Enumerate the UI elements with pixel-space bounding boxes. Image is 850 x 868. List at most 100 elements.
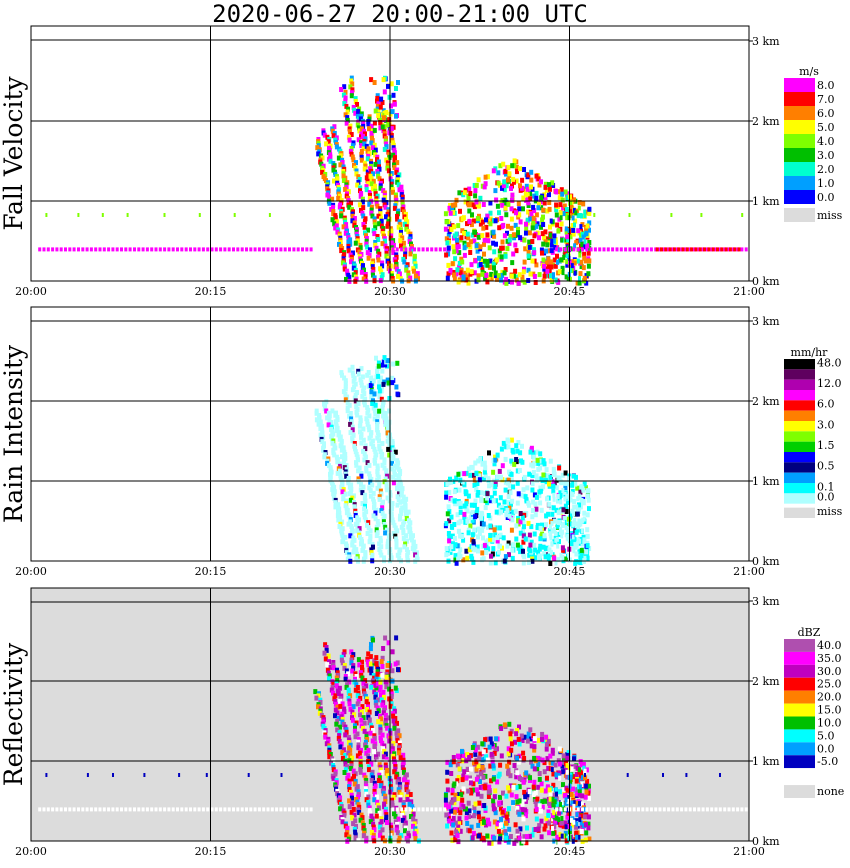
echo-cell — [570, 268, 574, 274]
echo-cell — [507, 171, 512, 177]
echo-cell — [338, 806, 343, 812]
echo-cell — [401, 800, 406, 805]
echo-cell — [536, 826, 541, 832]
echo-cell — [535, 766, 540, 772]
echo-cell — [359, 717, 364, 723]
echo-cell — [587, 227, 591, 233]
legend-label: 0.5 — [817, 460, 835, 473]
echo-cell — [364, 750, 369, 756]
echo-cell — [371, 821, 376, 827]
echo-cell — [353, 726, 357, 731]
echo-cell — [480, 757, 485, 763]
echo-cell — [343, 397, 348, 403]
echo-cell — [363, 742, 368, 748]
echo-cell — [544, 479, 549, 485]
echo-cell — [371, 228, 376, 234]
echo-cell — [389, 81, 394, 87]
echo-cell — [501, 440, 506, 446]
echo-cell — [402, 805, 407, 811]
echo-cell — [232, 247, 235, 252]
echo-cell — [564, 824, 568, 830]
echo-cell — [505, 507, 510, 513]
echo-cell — [337, 733, 342, 739]
echo-cell — [500, 463, 505, 469]
echo-cell — [336, 735, 341, 741]
echo-cell — [578, 276, 581, 282]
echo-cell — [583, 239, 587, 245]
echo-cell — [368, 479, 373, 485]
echo-cell — [111, 247, 115, 252]
echo-cell — [374, 692, 378, 697]
echo-cell — [546, 556, 551, 562]
echo-cell — [565, 500, 570, 505]
echo-cell — [544, 746, 549, 752]
echo-cell — [356, 791, 361, 797]
echo-cell — [585, 527, 590, 533]
echo-cell — [425, 807, 429, 812]
echo-cell — [524, 183, 529, 189]
echo-cell — [520, 177, 525, 183]
echo-cell — [335, 667, 339, 673]
echo-cell — [554, 537, 558, 543]
echo-cell — [474, 787, 479, 793]
echo-cell — [352, 537, 357, 543]
echo-cell — [51, 247, 55, 252]
echo-cell — [472, 760, 476, 766]
echo-cell — [565, 215, 569, 221]
echo-cell — [554, 277, 558, 283]
echo-cell — [324, 399, 329, 405]
echo-cell — [363, 780, 368, 786]
echo-cell — [349, 789, 353, 795]
echo-cell — [330, 679, 335, 685]
echo-cell — [369, 476, 374, 482]
echo-cell — [363, 739, 368, 745]
echo-cell — [368, 528, 373, 534]
echo-cell — [523, 813, 528, 819]
echo-cell — [335, 176, 340, 182]
echo-cell — [456, 796, 461, 801]
echo-cell — [498, 762, 503, 768]
echo-cell — [451, 210, 456, 216]
echo-cell — [184, 807, 188, 812]
echo-cell — [537, 555, 541, 561]
echo-cell — [566, 750, 571, 756]
echo-cell — [394, 824, 399, 830]
echo-cell — [529, 445, 534, 451]
echo-cell — [413, 263, 418, 269]
echo-cell — [390, 803, 395, 809]
x-tick-label: 20:45 — [554, 285, 586, 298]
y-tick-label: 2 km — [752, 395, 780, 408]
echo-cell — [51, 807, 55, 812]
echo-cell — [511, 513, 515, 519]
echo-cell — [537, 493, 542, 499]
echo-cell — [555, 536, 559, 542]
echo-cell — [393, 533, 398, 539]
echo-cell — [555, 222, 560, 228]
echo-cell — [351, 157, 356, 163]
echo-cell — [372, 231, 377, 237]
echo-cell — [368, 533, 373, 539]
echo-cell — [396, 224, 401, 230]
echo-cell — [389, 511, 394, 517]
echo-cell — [464, 548, 469, 554]
echo-cell — [338, 724, 342, 730]
echo-cell — [379, 508, 384, 514]
echo-cell — [380, 672, 385, 678]
echo-cell — [571, 786, 575, 792]
echo-cell — [384, 817, 389, 823]
echo-cell — [245, 807, 248, 812]
echo-cell — [551, 771, 556, 777]
echo-cell — [579, 551, 584, 557]
echo-cell — [340, 532, 345, 538]
echo-cell — [503, 205, 508, 211]
echo-cell — [369, 813, 374, 819]
echo-cell — [518, 166, 523, 172]
echo-cell — [506, 785, 511, 791]
echo-cell — [94, 807, 98, 812]
echo-cell — [585, 555, 590, 561]
echo-cell — [403, 507, 408, 513]
echo-cell — [555, 791, 558, 797]
echo-cell — [364, 791, 369, 797]
echo-cell — [570, 822, 575, 828]
echo-cell — [469, 269, 474, 275]
